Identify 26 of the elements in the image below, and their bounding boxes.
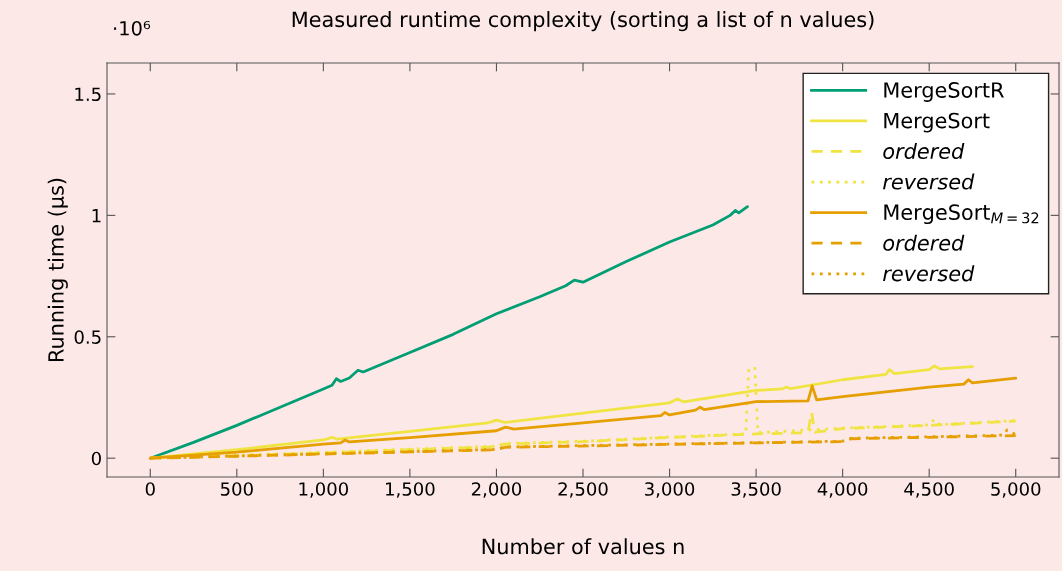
legend-label: MergeSort$_{M=32}$ [884,204,1039,225]
legend-label: ordered [883,142,965,160]
x-tick-label: 4,000 [817,482,868,498]
legend-label: MergeSort [884,112,990,133]
legend-label: reversed [883,265,975,282]
x-tick-label: 3,500 [731,482,781,498]
y-tick-label: 1.5 [75,87,101,102]
y-tick-label: 0 [91,451,101,466]
x-tick-label: 500 [220,482,253,496]
x-tick-label: 1,000 [299,482,349,498]
x-tick-label: 1,500 [386,482,435,498]
x-tick-label: 5,000 [991,482,1041,498]
x-tick-label: 2,000 [471,482,522,498]
chart-title: Measured runtime complexity (sorting a list of n values) [292,11,874,32]
x-tick-label: 3,000 [645,482,695,498]
x-tick-label: 0 [145,482,155,496]
legend-label: reversed [883,173,975,190]
text: ·10⁶ [114,20,151,36]
legend-label: MergeSortR [884,82,1004,102]
y-axis-title: Running time (µs) [47,178,68,361]
y-tick-label: 0.5 [74,330,101,344]
x-axis-title: Number of values n [482,538,684,555]
x-tick-label: 4,500 [904,482,954,498]
x-tick-label: 2,500 [558,482,608,498]
legend-label: ordered [883,234,965,251]
y-tick-label: 1 [92,209,101,223]
